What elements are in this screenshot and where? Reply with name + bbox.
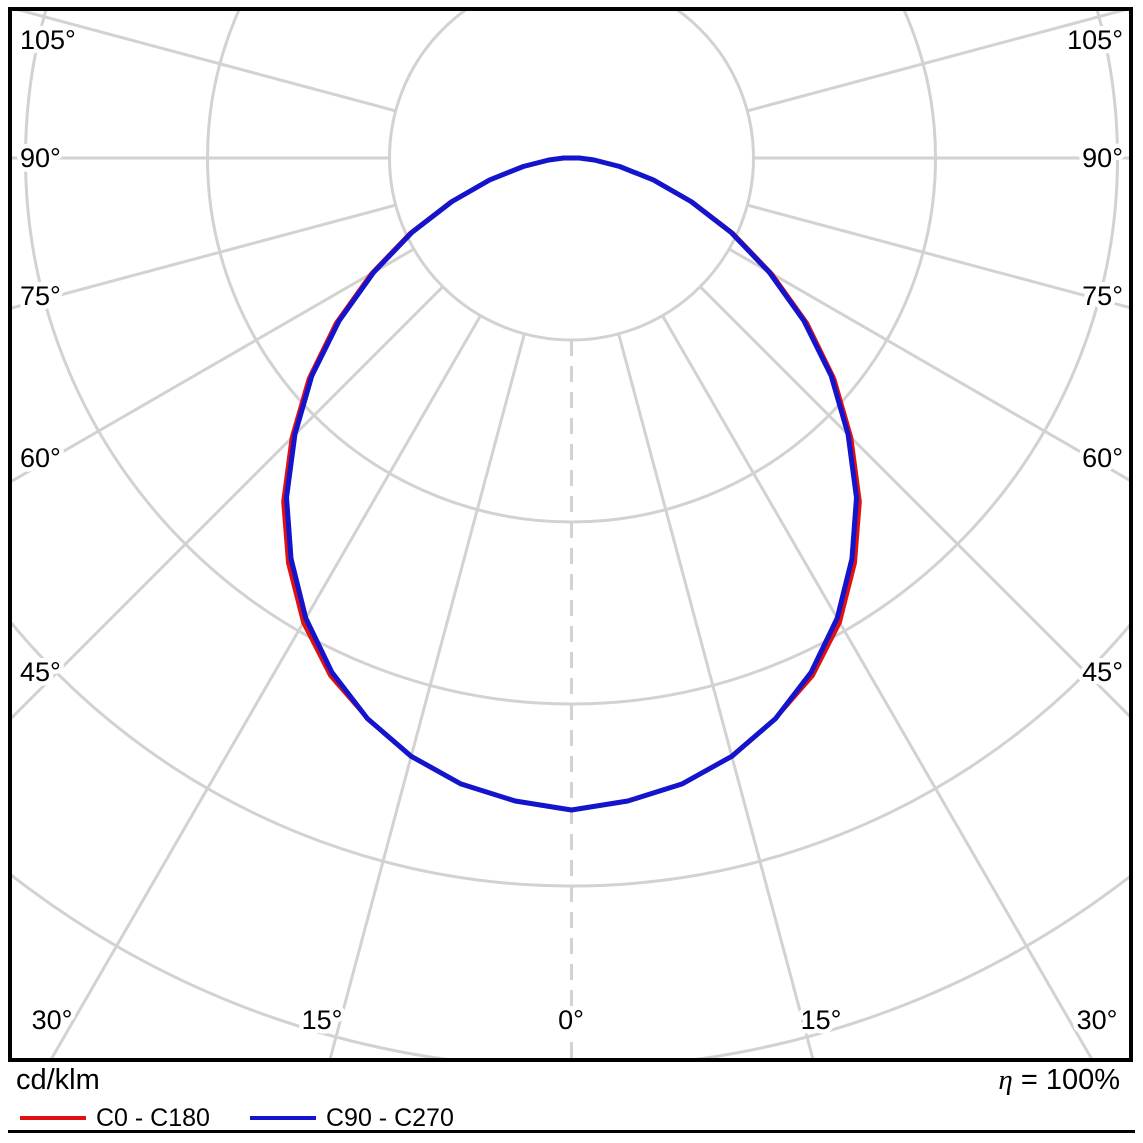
grid-radial-line xyxy=(617,333,815,1058)
efficiency-label: η = 100% xyxy=(998,1064,1120,1097)
grid-radial-line xyxy=(699,285,1129,718)
grid-ring xyxy=(12,621,1129,888)
legend-label-c0-c180: C0 - C180 xyxy=(96,1103,210,1132)
grid-radial-line xyxy=(50,314,482,1058)
grid-radial-line xyxy=(728,247,1129,482)
grid-radial-line xyxy=(661,314,1093,1058)
grid-ring xyxy=(388,11,755,342)
legend-label-c90-c270: C90 - C270 xyxy=(326,1103,454,1132)
angle-label-right: 60° xyxy=(1082,443,1123,473)
angle-label-left: 105° xyxy=(20,25,76,55)
grid-radial-line xyxy=(328,333,526,1058)
angle-label-right: 105° xyxy=(1067,25,1123,55)
angle-label-right: 75° xyxy=(1082,281,1123,311)
legend-item-c90-c270: C90 - C270 xyxy=(250,1103,454,1133)
grid-ring xyxy=(206,11,937,524)
angle-label-left: 75° xyxy=(20,281,61,311)
curve-C90-C270 xyxy=(284,155,859,813)
grid-radial-line xyxy=(12,285,444,720)
angle-label-bottom: 30° xyxy=(1077,1005,1118,1035)
grid-radial-line xyxy=(17,11,397,113)
grid-radial-line xyxy=(12,203,397,310)
unit-label: cd/klm xyxy=(16,1064,100,1096)
legend: C0 - C180 C90 - C270 xyxy=(0,1103,1143,1135)
eta-symbol: η xyxy=(998,1064,1013,1096)
eta-value: = 100% xyxy=(1020,1064,1120,1096)
angle-label-bottom: 15° xyxy=(302,1005,343,1035)
angle-label-right: 45° xyxy=(1082,657,1123,687)
angle-label-left: 60° xyxy=(20,443,61,473)
bottom-rule xyxy=(8,1130,1135,1133)
grid-radial-line xyxy=(12,247,415,483)
c90-c270-line-swatch xyxy=(250,1116,316,1120)
angle-label-right: 90° xyxy=(1082,143,1123,173)
grid-radial-line xyxy=(746,203,1129,309)
angle-label-left: 45° xyxy=(20,657,61,687)
c0-c180-line-swatch xyxy=(20,1116,86,1120)
grid-radial-line xyxy=(746,11,1126,113)
angle-label-bottom: 0° xyxy=(558,1005,584,1035)
angle-label-left: 90° xyxy=(20,143,61,173)
angle-label-bottom: 15° xyxy=(801,1005,842,1035)
angle-label-bottom: 30° xyxy=(32,1005,73,1035)
plot-border xyxy=(8,7,1133,1062)
legend-item-c0-c180: C0 - C180 xyxy=(20,1103,210,1133)
